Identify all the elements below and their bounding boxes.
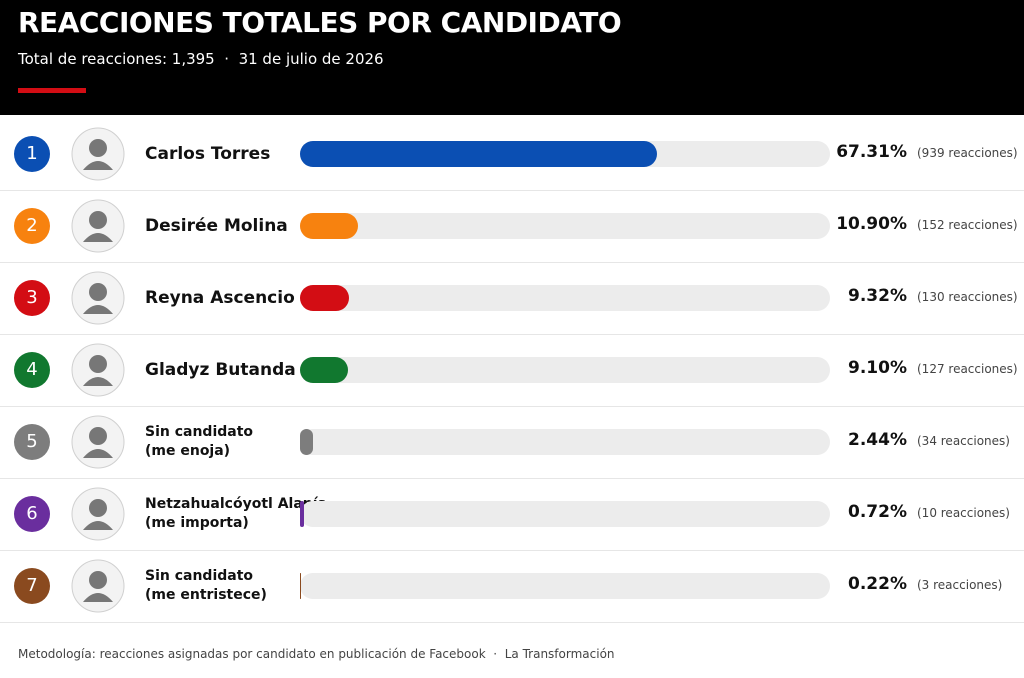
avatar bbox=[70, 486, 126, 542]
bar bbox=[300, 141, 657, 167]
count-label: (939 reacciones) bbox=[917, 146, 1018, 160]
bar bbox=[300, 285, 350, 311]
bar-track bbox=[300, 501, 830, 527]
candidate-name: Reyna Ascencio bbox=[145, 287, 295, 308]
count-label: (127 reacciones) bbox=[917, 362, 1018, 376]
avatar bbox=[70, 198, 126, 254]
count-label: (34 reacciones) bbox=[917, 434, 1010, 448]
value-label: 2.44% bbox=[848, 430, 907, 450]
row: 1 Carlos Torres 67.31% (939 reacciones) bbox=[0, 118, 1024, 191]
row: 5 Sin candidato (me enoja) 2.44% (34 reacci… bbox=[0, 406, 1024, 479]
value-label: 9.32% bbox=[848, 286, 907, 306]
bar-track bbox=[300, 141, 830, 167]
row: 6 Netzahualcóyotl Alanís (me importa) 0.72… bbox=[0, 478, 1024, 551]
bar-track bbox=[300, 213, 830, 239]
candidate-name: Carlos Torres bbox=[145, 143, 271, 164]
avatar-icon bbox=[71, 271, 125, 325]
value-label: 67.31% bbox=[836, 142, 907, 162]
chart-subtitle: Total de reacciones: 1,395 · 31 de julio… bbox=[18, 50, 384, 68]
bar-track bbox=[300, 285, 830, 311]
value-label: 0.72% bbox=[848, 502, 907, 522]
footer: Metodología: reacciones asignadas por ca… bbox=[18, 647, 615, 661]
bar-track bbox=[300, 573, 830, 599]
avatar bbox=[70, 414, 126, 470]
avatar bbox=[70, 558, 126, 614]
rank-badge: 5 bbox=[14, 424, 50, 460]
bar bbox=[300, 501, 304, 527]
avatar-icon bbox=[71, 559, 125, 613]
header: REACCIONES TOTALES POR CANDIDATO Total d… bbox=[0, 0, 1024, 115]
candidate-name: Desirée Molina bbox=[145, 215, 288, 236]
avatar bbox=[70, 270, 126, 326]
rank-badge: 1 bbox=[14, 136, 50, 172]
bar bbox=[300, 429, 313, 455]
avatar-icon bbox=[71, 127, 125, 181]
bar bbox=[300, 573, 302, 599]
avatar-icon bbox=[71, 487, 125, 541]
value-label: 9.10% bbox=[848, 358, 907, 378]
rank-badge: 4 bbox=[14, 352, 50, 388]
candidate-name: Gladyz Butanda bbox=[145, 359, 296, 380]
count-label: (152 reacciones) bbox=[917, 218, 1018, 232]
rank-badge: 3 bbox=[14, 280, 50, 316]
accent-line bbox=[18, 88, 86, 93]
avatar-icon bbox=[71, 415, 125, 469]
value-label: 10.90% bbox=[836, 214, 907, 234]
chart-title: REACCIONES TOTALES POR CANDIDATO bbox=[18, 6, 622, 39]
candidate-name: Netzahualcóyotl Alanís (me importa) bbox=[145, 496, 326, 531]
avatar-icon bbox=[71, 199, 125, 253]
rank-badge: 7 bbox=[14, 568, 50, 604]
bar-track bbox=[300, 429, 830, 455]
count-label: (130 reacciones) bbox=[917, 290, 1018, 304]
value-label: 0.22% bbox=[848, 574, 907, 594]
avatar bbox=[70, 126, 126, 182]
candidate-name: Sin candidato (me entristece) bbox=[145, 568, 267, 603]
bar-track bbox=[300, 357, 830, 383]
count-label: (3 reacciones) bbox=[917, 578, 1003, 592]
avatar-icon bbox=[71, 343, 125, 397]
bar bbox=[300, 213, 358, 239]
row: 7 Sin candidato (me entristece) 0.22% (3 re… bbox=[0, 550, 1024, 623]
row: 2 Desirée Molina 10.90% (152 reacciones) bbox=[0, 190, 1024, 263]
count-label: (10 reacciones) bbox=[917, 506, 1010, 520]
bar bbox=[300, 357, 349, 383]
row: 4 Gladyz Butanda 9.10% (127 reacciones) bbox=[0, 334, 1024, 407]
row: 3 Reyna Ascencio 9.32% (130 reacciones) bbox=[0, 262, 1024, 335]
rank-badge: 6 bbox=[14, 496, 50, 532]
avatar bbox=[70, 342, 126, 398]
rank-badge: 2 bbox=[14, 208, 50, 244]
candidate-name: Sin candidato (me enoja) bbox=[145, 424, 254, 459]
